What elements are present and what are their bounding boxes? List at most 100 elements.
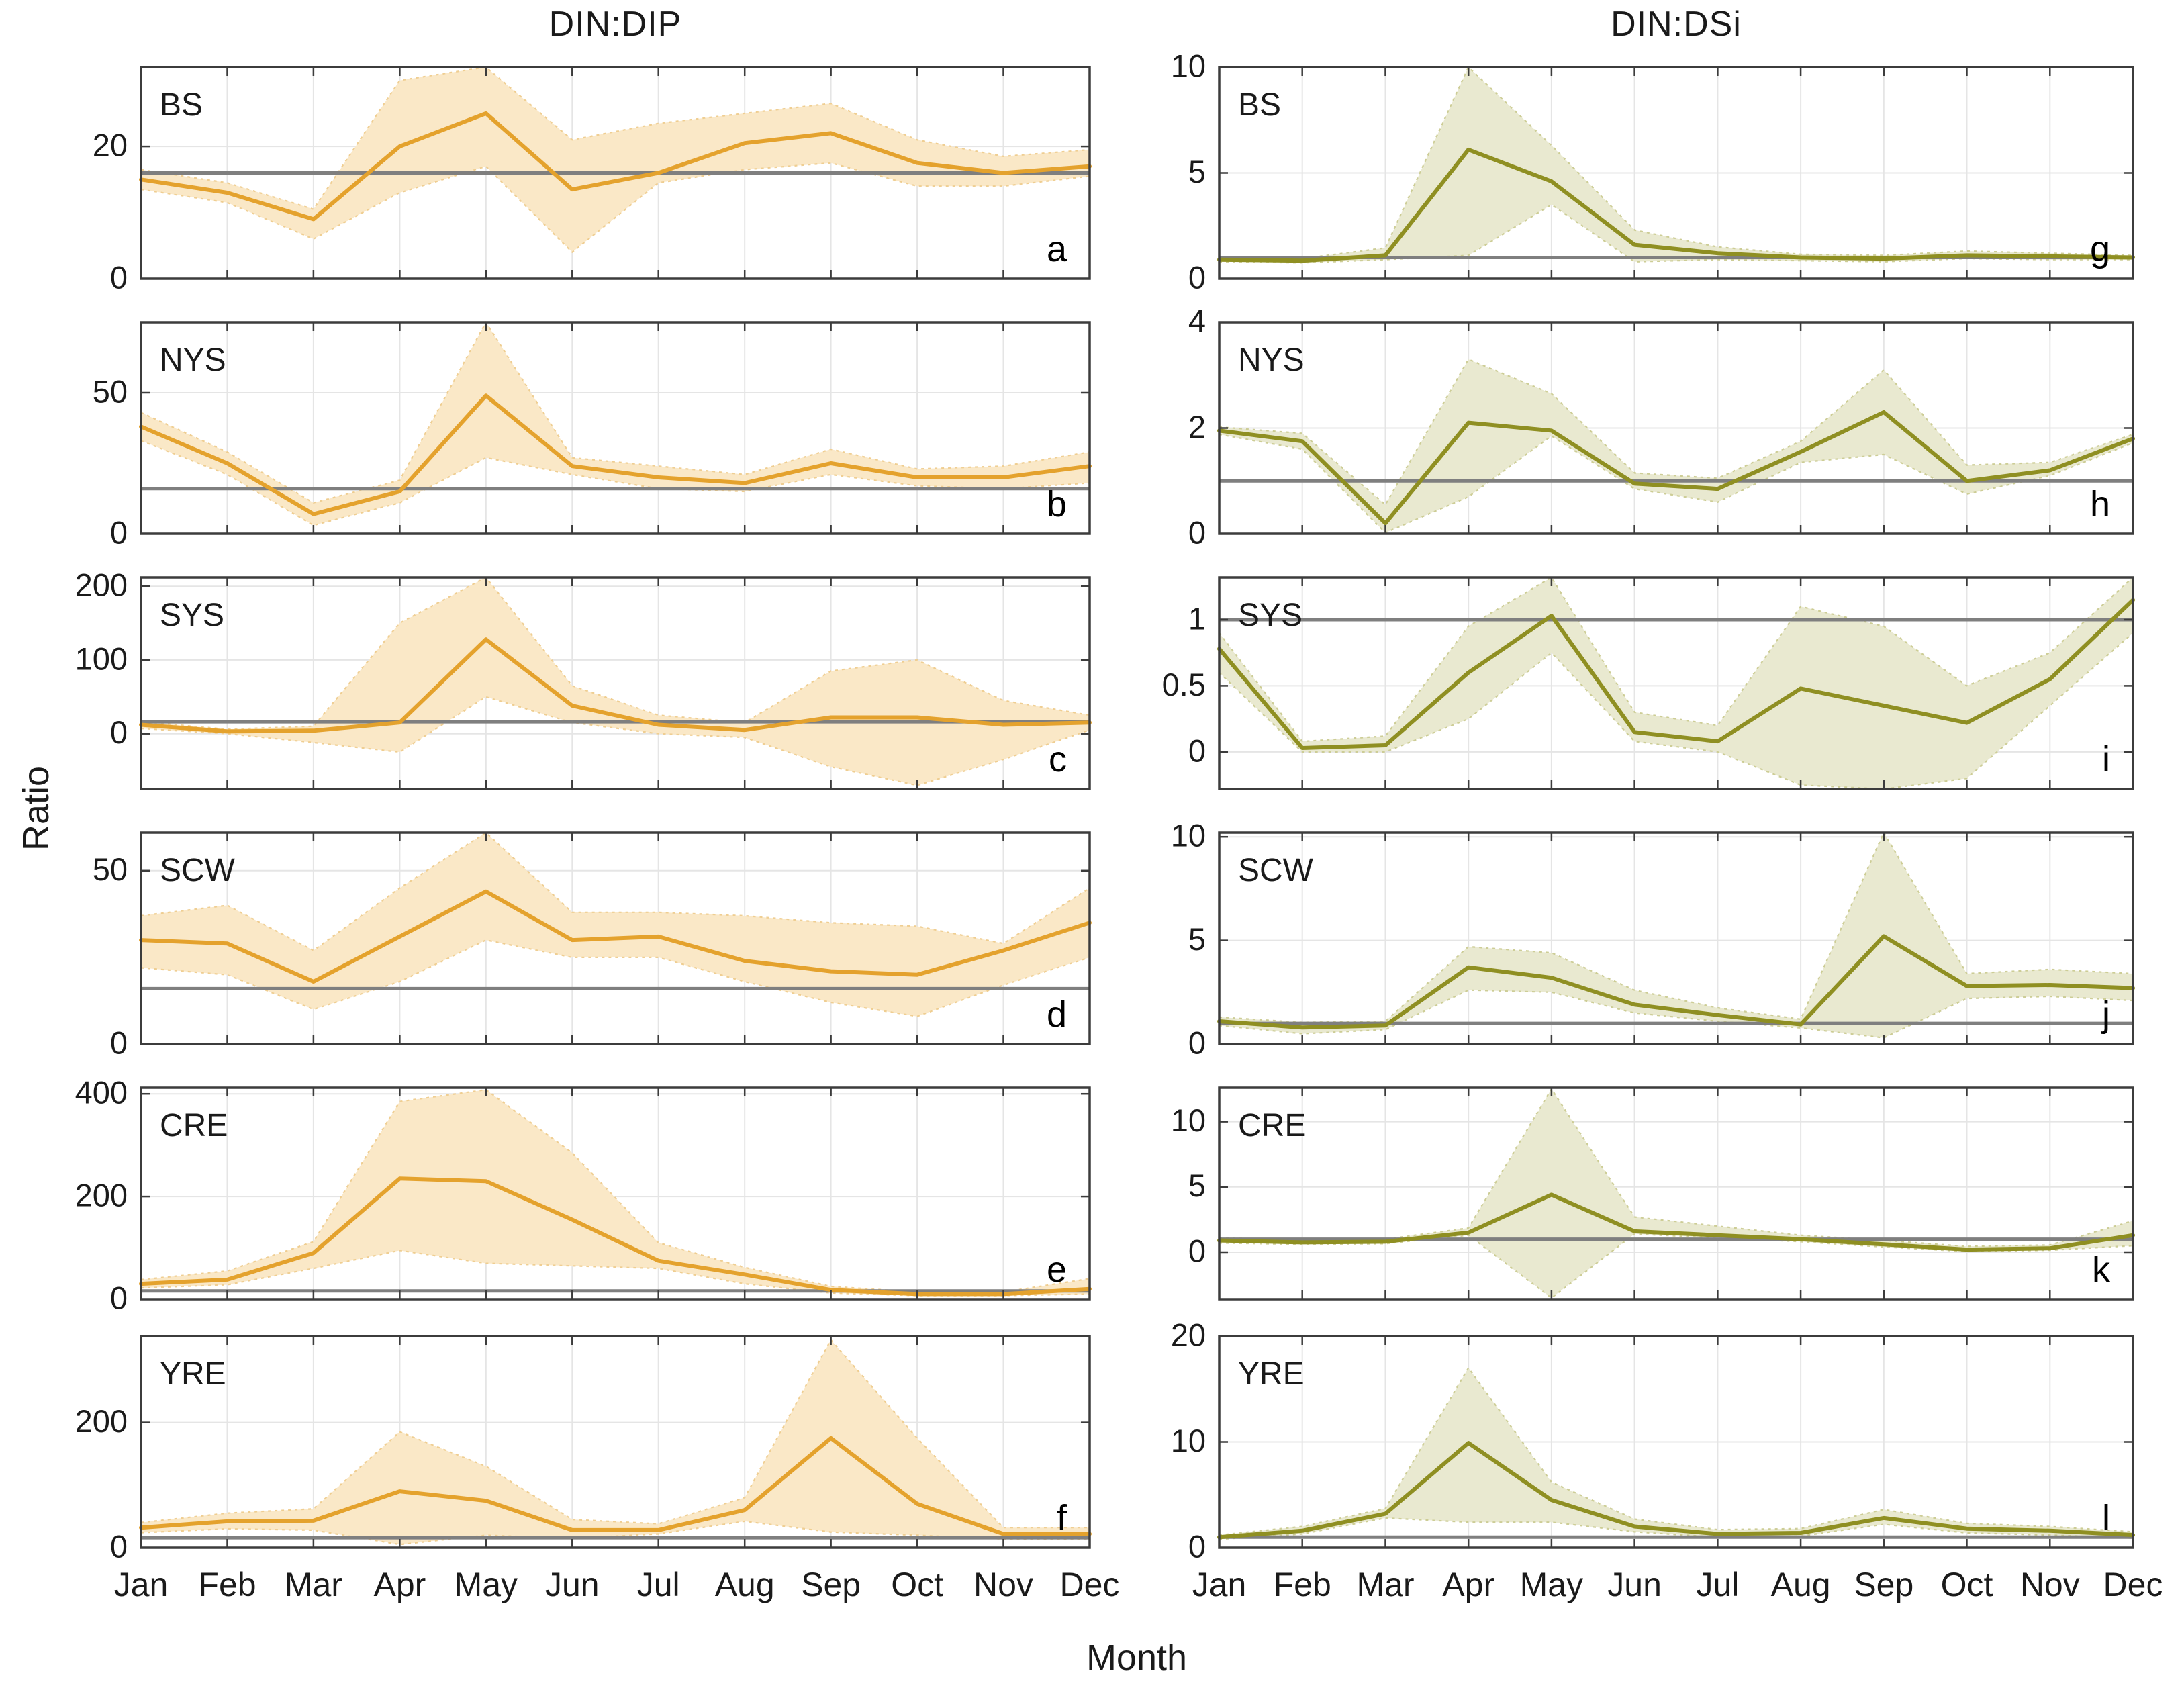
month-tick-label: Dec — [1060, 1566, 1120, 1603]
band-edge — [140, 1250, 1090, 1297]
band-edge — [140, 939, 1090, 1017]
y-tick-label: 0 — [110, 1025, 128, 1060]
month-tick-label: Nov — [974, 1566, 1033, 1603]
month-tick-label: Jan — [114, 1566, 169, 1603]
region-label: CRE — [1238, 1108, 1306, 1143]
panel-e: 0 200 400 CRE e — [75, 1075, 1092, 1315]
panel-letter: g — [2090, 229, 2110, 269]
panel-frame — [1218, 831, 2134, 1045]
band-edge — [140, 440, 1090, 526]
panel-letter: c — [1049, 739, 1067, 780]
y-tick-label: 0 — [110, 514, 128, 550]
panel-letter: a — [1047, 229, 1067, 269]
panel-frame — [140, 1086, 1091, 1301]
region-label: CRE — [160, 1108, 228, 1143]
panel-i: 0 0.5 1 SYS i — [1162, 576, 2135, 790]
panel-frame — [1218, 1086, 2134, 1301]
month-tick-label: Dec — [2103, 1566, 2163, 1603]
mean-line — [139, 1176, 1092, 1297]
panel-frame — [140, 1335, 1091, 1549]
y-tick-label: 0 — [1188, 514, 1206, 550]
band-edge — [1219, 66, 2134, 260]
mean-line — [1217, 1192, 2135, 1252]
month-tick-label: Nov — [2020, 1566, 2080, 1603]
band-edge — [140, 696, 1090, 786]
region-label: BS — [1238, 87, 1281, 123]
region-label: BS — [160, 87, 203, 123]
panel-frame — [140, 66, 1091, 280]
panel-f: 0 200 YRE f Jan Feb Mar Apr May Jun Jul Aug Sep Oct No… — [75, 1335, 1120, 1603]
panel-letter: l — [2102, 1498, 2110, 1538]
band-edge — [140, 1338, 1090, 1529]
mean-line — [139, 393, 1092, 516]
mean-line — [1217, 934, 2135, 1030]
panel-frame — [1218, 1335, 2134, 1549]
uncertainty-band — [141, 322, 1090, 526]
month-tick-label: Oct — [891, 1566, 943, 1603]
month-tick-label: Jan — [1192, 1566, 1247, 1603]
y-tick-label: 0 — [110, 259, 128, 295]
month-tick-label: May — [1520, 1566, 1583, 1603]
panel-g: 0 5 10 BS g — [1171, 48, 2135, 295]
panel-a: 0 20 BS a — [93, 66, 1092, 295]
panel-letter: d — [1047, 994, 1067, 1035]
x-axis-label: Month — [1086, 1638, 1188, 1678]
uncertainty-band — [1219, 359, 2133, 533]
mean-line — [139, 637, 1092, 734]
panel-frame — [1218, 66, 2134, 280]
y-tick-label: 10 — [1171, 48, 1206, 83]
column-title-din-dsi: DIN:DSi — [1611, 5, 1742, 44]
uncertainty-band — [1219, 833, 2133, 1038]
y-tick-label: 0 — [110, 1280, 128, 1315]
region-label: YRE — [160, 1356, 226, 1392]
y-tick-label: 20 — [1171, 1317, 1206, 1352]
y-tick-label: 0.5 — [1162, 667, 1206, 702]
band-edge — [1219, 632, 2134, 790]
panel-k: 0 5 10 CRE k — [1171, 1086, 2135, 1301]
band-edge — [1219, 1366, 2134, 1536]
band-edge — [140, 831, 1090, 951]
panel-letter: k — [2092, 1250, 2111, 1290]
y-tick-label: 5 — [1188, 1168, 1206, 1203]
region-label: SCW — [160, 853, 236, 888]
panel-d: 0 50 SCW d — [93, 831, 1092, 1060]
region-label: NYS — [160, 342, 226, 378]
y-tick-label: 400 — [75, 1075, 128, 1111]
region-label: NYS — [1238, 342, 1304, 378]
mean-line — [139, 1436, 1092, 1536]
y-tick-label: 1 — [1188, 600, 1206, 636]
uncertainty-band — [141, 1339, 1090, 1545]
column-title-din-dip: DIN:DIP — [549, 5, 682, 44]
month-tick-label: Apr — [373, 1566, 426, 1603]
month-tick-label: Mar — [1356, 1566, 1414, 1603]
y-tick-label: 5 — [1188, 154, 1206, 189]
band-edge — [140, 1520, 1090, 1546]
month-tick-label: Feb — [1274, 1566, 1331, 1603]
panel-c: 0 100 200 SYS c — [75, 567, 1092, 790]
region-label: SYS — [1238, 598, 1302, 633]
month-tick-label: Jul — [637, 1566, 680, 1603]
region-label: SCW — [1238, 853, 1314, 888]
region-label: SYS — [160, 598, 224, 633]
panel-j: 0 5 10 SCW j — [1171, 818, 2135, 1060]
mean-line — [1217, 410, 2135, 526]
panel-frame — [1218, 576, 2134, 790]
y-tick-label: 50 — [93, 373, 128, 409]
y-tick-label: 2 — [1188, 409, 1206, 444]
panel-h: 0 2 4 NYS h — [1188, 303, 2135, 550]
band-edge — [140, 162, 1090, 254]
mean-line — [1217, 1441, 2135, 1540]
y-tick-label: 100 — [75, 641, 128, 676]
month-tick-label: Oct — [1941, 1566, 1993, 1603]
panel-letter: h — [2090, 484, 2110, 524]
uncertainty-band — [141, 67, 1090, 252]
panel-letter: f — [1057, 1498, 1067, 1538]
uncertainty-band — [1219, 577, 2133, 789]
month-tick-label: Jun — [545, 1566, 600, 1603]
panel-frame — [140, 576, 1091, 790]
uncertainty-band — [1219, 67, 2133, 263]
panel-b: 0 50 NYS b — [93, 320, 1092, 550]
y-tick-label: 0 — [1188, 1025, 1206, 1060]
y-tick-label: 200 — [75, 1403, 128, 1439]
